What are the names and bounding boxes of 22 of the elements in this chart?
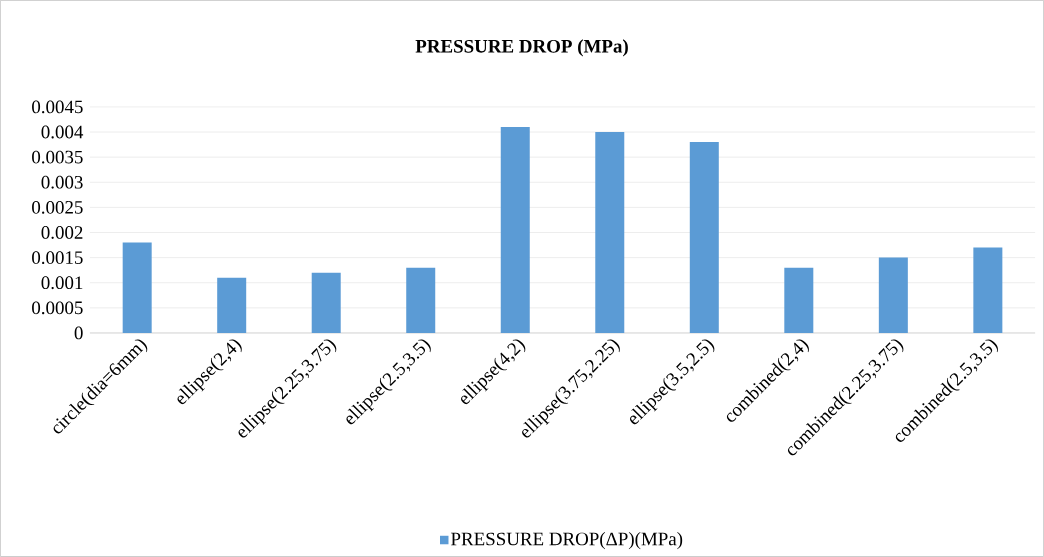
y-tick-label: 0.004 (41, 125, 84, 139)
y-tick-label: 0.0005 (32, 301, 83, 315)
bar (217, 277, 247, 334)
bar (689, 142, 719, 334)
y-tick-label: 0.002 (41, 226, 83, 239)
y-tick-label: 0.003 (41, 175, 83, 189)
y-tick-label: 0 (74, 326, 83, 340)
y-tick-label: 0.001 (41, 276, 83, 290)
y-tick-label: 0.0025 (32, 201, 83, 214)
bar (500, 127, 530, 334)
bar (878, 257, 908, 334)
chart-title: PRESSURE DROP (MPa) (415, 39, 628, 57)
y-tick-label: 0.0035 (32, 150, 83, 164)
y-tick-label: 0.0015 (32, 251, 83, 265)
bar (973, 247, 1003, 334)
bar (595, 132, 625, 334)
bar (311, 272, 341, 334)
bar (122, 242, 152, 334)
bar (784, 267, 814, 334)
y-tick-label: 0.0045 (32, 100, 83, 114)
bar (406, 267, 436, 334)
legend-label: PRESSURE DROP(ΔP)(MPa) (451, 532, 683, 550)
